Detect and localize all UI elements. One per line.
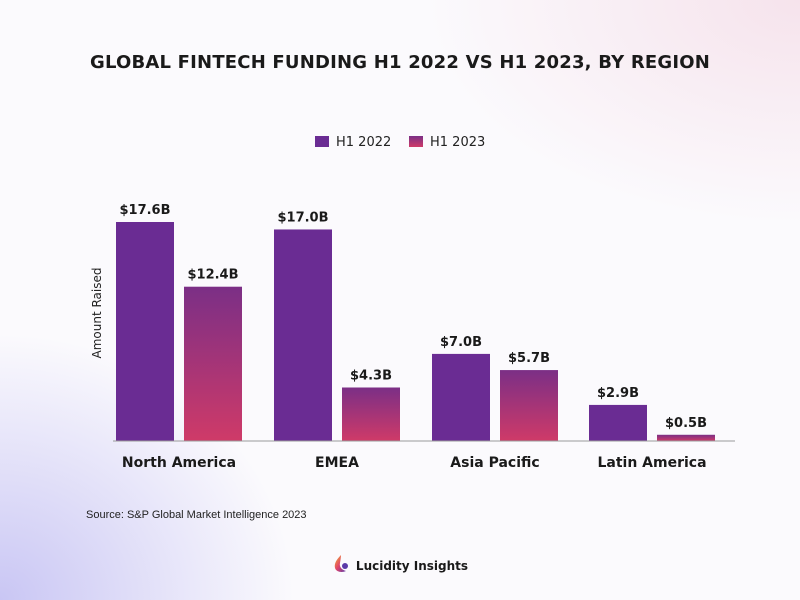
chart-legend: H1 2022 H1 2023 <box>315 135 485 150</box>
chart-title: GLOBAL FINTECH FUNDING H1 2022 VS H1 202… <box>89 52 711 73</box>
bar-chart: H1 2022 H1 2023 Amount Raised $17.6B $12.4… <box>90 135 735 471</box>
data-label-north-america-h1-2023: $12.4B <box>187 268 238 283</box>
legend-label-h1-2023: H1 2023 <box>430 135 485 150</box>
legend-label-h1-2022: H1 2022 <box>336 135 391 150</box>
x-tick-asia-pacific: Asia Pacific <box>450 455 539 471</box>
bar-asia-pacific-h1-2022 <box>432 353 490 441</box>
bar-asia-pacific-h1-2023 <box>500 370 558 441</box>
legend-swatch-h1-2023 <box>409 136 423 147</box>
x-tick-labels: North America EMEA Asia Pacific Latin Ameri… <box>122 455 707 471</box>
y-axis-label: Amount Raised <box>90 268 104 359</box>
brand-name: Lucidity Insights <box>355 559 469 573</box>
legend-swatch-h1-2022 <box>315 136 329 147</box>
bar-emea-h1-2023 <box>342 387 400 441</box>
data-label-latin-america-h1-2023: $0.5B <box>665 416 707 431</box>
bar-latin-america-h1-2023 <box>657 434 715 441</box>
bar-north-america-h1-2022 <box>116 222 174 441</box>
x-tick-north-america: North America <box>122 455 236 471</box>
data-label-emea-h1-2023: $4.3B <box>350 368 392 383</box>
x-tick-emea: EMEA <box>315 455 359 471</box>
data-label-asia-pacific-h1-2023: $5.7B <box>508 351 550 366</box>
bar-north-america-h1-2023 <box>184 286 242 441</box>
bars-group: $17.6B $12.4B $17.0B $4.3B $7.0B $5.7B $2.9B $0… <box>116 203 715 441</box>
data-label-north-america-h1-2022: $17.6B <box>119 203 170 218</box>
x-tick-latin-america: Latin America <box>597 455 706 471</box>
bar-latin-america-h1-2022 <box>589 404 647 441</box>
bar-emea-h1-2022 <box>274 229 332 441</box>
source-note: Source: S&P Global Market Intelligence 2… <box>86 509 307 521</box>
lucidity-logo-icon <box>332 554 350 578</box>
data-label-asia-pacific-h1-2022: $7.0B <box>440 335 482 350</box>
data-label-emea-h1-2022: $17.0B <box>277 210 328 225</box>
brand-footer[interactable]: Lucidity Insights <box>0 554 800 578</box>
data-label-latin-america-h1-2022: $2.9B <box>597 386 639 401</box>
